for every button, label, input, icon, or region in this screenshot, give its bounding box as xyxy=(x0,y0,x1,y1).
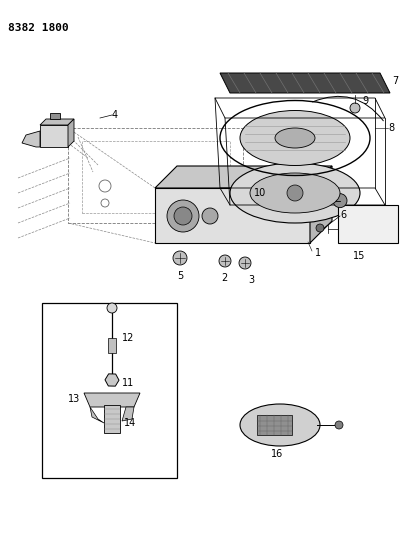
Bar xyxy=(256,415,291,435)
Polygon shape xyxy=(104,405,120,433)
Polygon shape xyxy=(220,73,389,93)
Text: 13: 13 xyxy=(67,394,80,404)
Polygon shape xyxy=(40,125,68,147)
Ellipse shape xyxy=(274,128,314,148)
Circle shape xyxy=(334,421,342,429)
Text: 10: 10 xyxy=(253,188,265,198)
Polygon shape xyxy=(84,393,139,407)
Polygon shape xyxy=(22,131,40,147)
Text: 8: 8 xyxy=(387,123,393,133)
Ellipse shape xyxy=(239,404,319,446)
Text: 3: 3 xyxy=(247,275,254,285)
Circle shape xyxy=(166,200,198,232)
Circle shape xyxy=(286,185,302,201)
Bar xyxy=(337,205,397,243)
Bar xyxy=(42,303,177,478)
Text: 1: 1 xyxy=(314,248,320,258)
Polygon shape xyxy=(155,166,331,188)
Bar xyxy=(68,128,243,223)
Text: 7: 7 xyxy=(391,76,397,86)
Text: 12: 12 xyxy=(122,333,134,343)
Circle shape xyxy=(173,251,187,265)
Text: 15: 15 xyxy=(352,251,364,261)
Polygon shape xyxy=(108,338,116,353)
Circle shape xyxy=(173,207,191,225)
Circle shape xyxy=(202,208,218,224)
Polygon shape xyxy=(68,119,74,147)
Circle shape xyxy=(332,193,346,208)
Text: 8382 1800: 8382 1800 xyxy=(8,23,69,33)
Circle shape xyxy=(107,303,117,313)
Text: 6: 6 xyxy=(339,210,345,220)
Ellipse shape xyxy=(229,163,359,223)
Polygon shape xyxy=(155,188,309,243)
Polygon shape xyxy=(309,166,331,243)
Polygon shape xyxy=(50,113,60,119)
Polygon shape xyxy=(40,119,74,125)
Text: 4: 4 xyxy=(112,110,118,120)
Circle shape xyxy=(218,255,230,267)
Circle shape xyxy=(315,224,323,232)
Ellipse shape xyxy=(249,173,339,213)
Bar xyxy=(82,141,229,213)
Circle shape xyxy=(238,257,250,269)
Text: 2: 2 xyxy=(220,273,227,283)
Text: 14: 14 xyxy=(124,418,136,428)
Text: 16: 16 xyxy=(270,449,283,459)
Polygon shape xyxy=(122,407,134,421)
Text: 5: 5 xyxy=(176,271,183,281)
Polygon shape xyxy=(90,407,104,423)
Circle shape xyxy=(349,103,359,113)
Text: 9: 9 xyxy=(361,96,367,106)
Ellipse shape xyxy=(239,110,349,166)
Text: 11: 11 xyxy=(122,378,134,388)
